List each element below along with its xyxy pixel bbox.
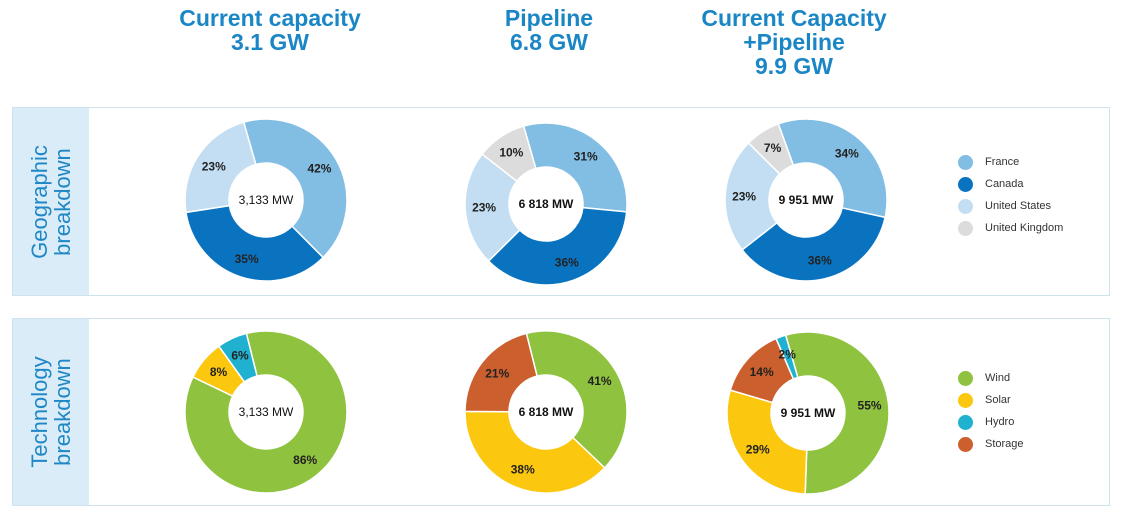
legend-item-wind: Wind xyxy=(958,367,1024,389)
technology-side-band: Technology breakdown xyxy=(13,319,89,505)
legend-swatch xyxy=(958,154,973,170)
legend-item-united-states: United States xyxy=(958,195,1063,217)
legend-label: Canada xyxy=(985,178,1024,190)
slice-label: 23% xyxy=(472,201,496,215)
donut-hole xyxy=(769,163,843,237)
donut-center-label: 6 818 MW xyxy=(519,405,574,419)
legend-swatch xyxy=(958,414,973,430)
header-subtitle: +Pipeline xyxy=(743,29,845,55)
slice-label: 8% xyxy=(210,365,228,379)
slice-label: 35% xyxy=(235,252,259,266)
header-value: 3.1 GW xyxy=(231,29,309,55)
slice-label: 36% xyxy=(555,255,579,269)
donut-geographic-0: 42% 35% 23% 3,133 MW xyxy=(184,118,348,282)
slice-label: 14% xyxy=(750,365,774,379)
slice-label: 41% xyxy=(588,374,612,388)
legend-item-hydro: Hydro xyxy=(958,411,1024,433)
donut-center-label: 6 818 MW xyxy=(519,197,574,211)
donut-geographic-1: 31% 36% 23% 10% 6 818 MW xyxy=(464,122,628,286)
legend-label: Wind xyxy=(985,372,1011,384)
legend-swatch xyxy=(958,392,973,408)
slice-label: 10% xyxy=(499,146,523,160)
legend-item-canada: Canada xyxy=(958,173,1063,195)
slice-label: 55% xyxy=(858,398,882,412)
legend-swatch xyxy=(958,436,973,452)
header-pipeline: Pipeline 6.8 GW xyxy=(429,6,669,54)
slice-label: 7% xyxy=(764,141,782,155)
slice-label: 86% xyxy=(293,453,317,467)
legend-swatch xyxy=(958,176,973,192)
legend-item-storage: Storage xyxy=(958,433,1024,455)
donut-hole xyxy=(509,375,583,449)
legend-swatch xyxy=(958,220,973,236)
donut-hole xyxy=(509,167,583,241)
slice-label: 38% xyxy=(511,462,535,476)
slice-label: 34% xyxy=(835,146,859,160)
header-title: Pipeline xyxy=(504,5,594,31)
technology-legend: Wind Solar Hydro Storage xyxy=(958,367,1024,455)
legend-item-france: France xyxy=(958,151,1063,173)
donut-geographic-2: 34% 36% 23% 7% 9 951 MW xyxy=(724,118,888,282)
slice-label: 2% xyxy=(779,348,797,362)
legend-label: Solar xyxy=(985,394,1011,406)
legend-label: United States xyxy=(985,200,1052,212)
slice-label: 23% xyxy=(202,160,226,174)
legend-label: Storage xyxy=(985,438,1024,450)
donut-center-label: 3,133 MW xyxy=(239,193,294,207)
donut-technology-0: 86% 8%6% 3,133 MW xyxy=(184,330,348,494)
header-current-capacity: Current capacity 3.1 GW xyxy=(150,6,390,54)
header-title: Current capacity xyxy=(179,5,361,31)
donut-technology-1: 41% 38% 21% 6 818 MW xyxy=(464,330,628,494)
donut-technology-2: 55% 29% 14% 2% 9 951 MW xyxy=(726,331,890,495)
slice-label: 29% xyxy=(746,442,770,456)
slice-label: 21% xyxy=(485,367,509,381)
header-value: 9.9 GW xyxy=(755,53,833,79)
legend-swatch xyxy=(958,370,973,386)
legend-item-solar: Solar xyxy=(958,389,1024,411)
header-value: 6.8 GW xyxy=(510,29,588,55)
slice-label: 23% xyxy=(732,189,756,203)
slice-label: 6% xyxy=(231,349,249,363)
legend-label: France xyxy=(985,156,1020,168)
geographic-side-band: Geographic breakdown xyxy=(13,108,89,295)
legend-item-united-kingdom: United Kingdom xyxy=(958,217,1063,239)
slice-label: 42% xyxy=(307,162,331,176)
legend-label: Hydro xyxy=(985,416,1015,428)
legend-label: United Kingdom xyxy=(985,222,1064,234)
geographic-legend: France Canada United States United Kingd… xyxy=(958,151,1063,239)
slice-label: 31% xyxy=(574,149,598,163)
header-current-plus-pipeline: Current Capacity +Pipeline 9.9 GW xyxy=(674,6,914,78)
donut-center-label: 3,133 MW xyxy=(239,405,294,419)
donut-hole xyxy=(771,376,845,450)
donut-hole xyxy=(229,375,303,449)
legend-swatch xyxy=(958,198,973,214)
donut-center-label: 9 951 MW xyxy=(781,406,836,420)
donut-center-label: 9 951 MW xyxy=(779,193,834,207)
slice-label: 36% xyxy=(808,253,832,267)
header-title: Current Capacity xyxy=(701,5,887,31)
donut-hole xyxy=(229,163,303,237)
